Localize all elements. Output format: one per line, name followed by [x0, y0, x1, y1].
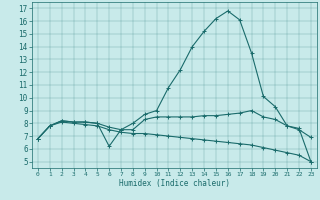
X-axis label: Humidex (Indice chaleur): Humidex (Indice chaleur) — [119, 179, 230, 188]
